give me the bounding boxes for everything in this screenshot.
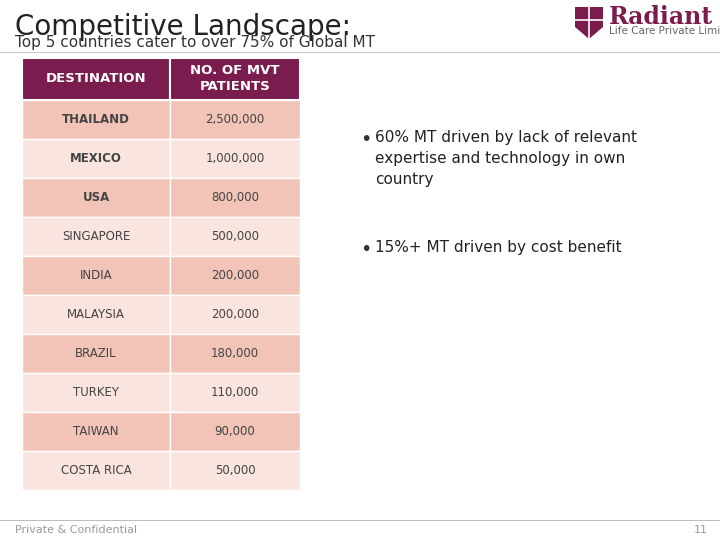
FancyBboxPatch shape: [22, 256, 170, 295]
FancyBboxPatch shape: [170, 217, 300, 256]
FancyBboxPatch shape: [22, 139, 170, 178]
Text: NO. OF MVT
PATIENTS: NO. OF MVT PATIENTS: [190, 64, 280, 93]
Text: 60% MT driven by lack of relevant
expertise and technology in own
country: 60% MT driven by lack of relevant expert…: [375, 130, 637, 187]
Text: INDIA: INDIA: [80, 269, 112, 282]
Text: MEXICO: MEXICO: [70, 152, 122, 165]
Text: USA: USA: [82, 191, 109, 204]
FancyBboxPatch shape: [22, 451, 170, 490]
Text: Private & Confidential: Private & Confidential: [15, 525, 137, 535]
Text: BRAZIL: BRAZIL: [75, 347, 117, 360]
Text: 200,000: 200,000: [211, 269, 259, 282]
Text: •: •: [360, 130, 372, 149]
Text: SINGAPORE: SINGAPORE: [62, 230, 130, 243]
Text: TURKEY: TURKEY: [73, 386, 119, 399]
Text: 200,000: 200,000: [211, 308, 259, 321]
Text: 500,000: 500,000: [211, 230, 259, 243]
Text: 15%+ MT driven by cost benefit: 15%+ MT driven by cost benefit: [375, 240, 621, 255]
FancyBboxPatch shape: [22, 334, 170, 373]
FancyBboxPatch shape: [170, 373, 300, 412]
FancyBboxPatch shape: [22, 217, 170, 256]
Text: •: •: [360, 240, 372, 259]
Text: 180,000: 180,000: [211, 347, 259, 360]
FancyBboxPatch shape: [170, 334, 300, 373]
Text: Life Care Private Limited: Life Care Private Limited: [609, 26, 720, 36]
Text: DESTINATION: DESTINATION: [45, 72, 146, 85]
Polygon shape: [575, 7, 603, 39]
Text: COSTA RICA: COSTA RICA: [60, 464, 131, 477]
Text: 2,500,000: 2,500,000: [205, 113, 265, 126]
FancyBboxPatch shape: [170, 178, 300, 217]
FancyBboxPatch shape: [22, 100, 170, 139]
Text: THAILAND: THAILAND: [62, 113, 130, 126]
FancyBboxPatch shape: [170, 256, 300, 295]
Text: Radiant: Radiant: [609, 5, 713, 29]
Text: 800,000: 800,000: [211, 191, 259, 204]
Text: 90,000: 90,000: [215, 425, 256, 438]
FancyBboxPatch shape: [22, 178, 170, 217]
FancyBboxPatch shape: [170, 58, 300, 100]
FancyBboxPatch shape: [170, 100, 300, 139]
Text: 11: 11: [694, 525, 708, 535]
Text: Top 5 countries cater to over 75% of Global MT: Top 5 countries cater to over 75% of Glo…: [15, 35, 375, 50]
FancyBboxPatch shape: [170, 451, 300, 490]
Text: 110,000: 110,000: [211, 386, 259, 399]
Text: Competitive Landscape:: Competitive Landscape:: [15, 13, 351, 41]
Text: TAIWAN: TAIWAN: [73, 425, 119, 438]
FancyBboxPatch shape: [22, 412, 170, 451]
Text: MALAYSIA: MALAYSIA: [67, 308, 125, 321]
Text: 50,000: 50,000: [215, 464, 256, 477]
FancyBboxPatch shape: [22, 295, 170, 334]
Text: 1,000,000: 1,000,000: [205, 152, 265, 165]
FancyBboxPatch shape: [22, 373, 170, 412]
FancyBboxPatch shape: [170, 412, 300, 451]
FancyBboxPatch shape: [170, 295, 300, 334]
FancyBboxPatch shape: [170, 139, 300, 178]
FancyBboxPatch shape: [22, 58, 170, 100]
